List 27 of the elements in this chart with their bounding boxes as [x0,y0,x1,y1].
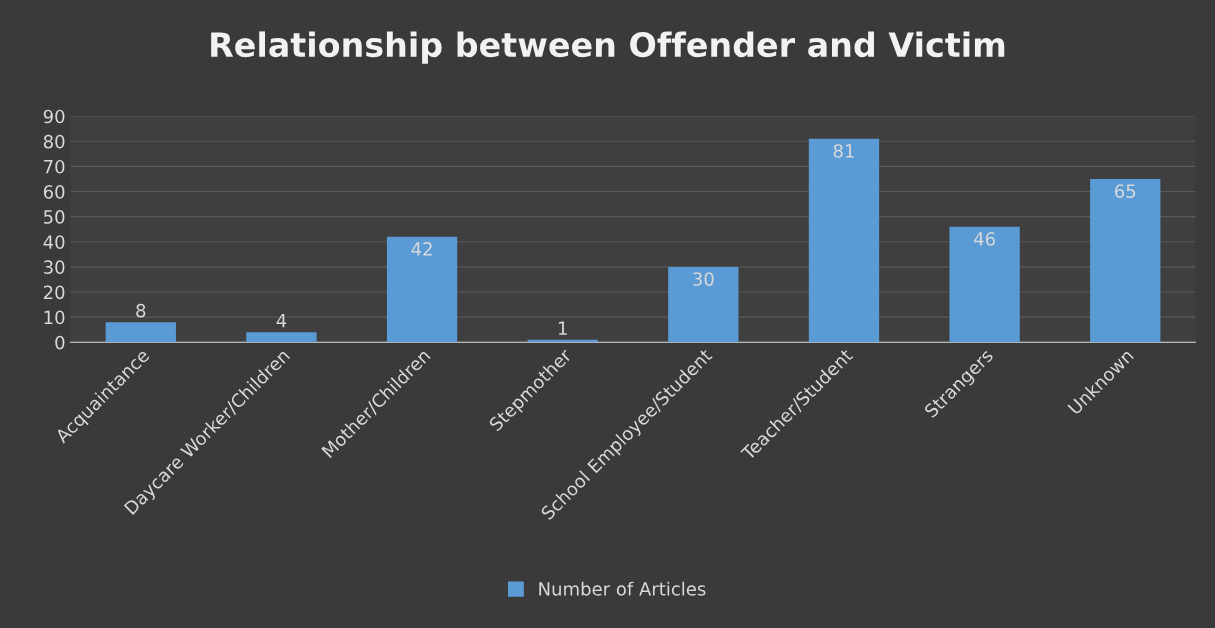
bar [668,266,739,343]
data-label: 30 [693,272,714,286]
data-label: 42 [411,242,432,256]
chart-title: Relationship between Offender and Victim [211,31,1005,64]
y-tick-label: 20 [43,285,65,300]
data-label: 65 [1115,184,1136,198]
data-label: 8 [136,303,146,318]
bar [808,138,880,343]
data-label: 81 [833,144,854,158]
y-tick-label: 0 [55,335,65,350]
legend-label: Number of Articles [539,581,706,596]
y-tick-label: 90 [43,109,65,124]
y-tick-label: 10 [44,310,65,325]
bar [949,226,1020,343]
y-tick-label: 80 [43,134,65,149]
y-tick-label: 70 [44,159,65,174]
bar [1090,178,1161,343]
y-tick-label: 40 [43,235,65,249]
data-label: 1 [558,321,567,335]
y-tick-label: 50 [44,210,65,224]
bar [105,322,176,343]
bar [246,332,317,343]
bar [386,236,458,343]
data-label: 46 [974,232,995,246]
y-tick-label: 60 [43,185,65,199]
y-tick-label: 30 [44,260,65,275]
data-label: 4 [276,314,287,328]
